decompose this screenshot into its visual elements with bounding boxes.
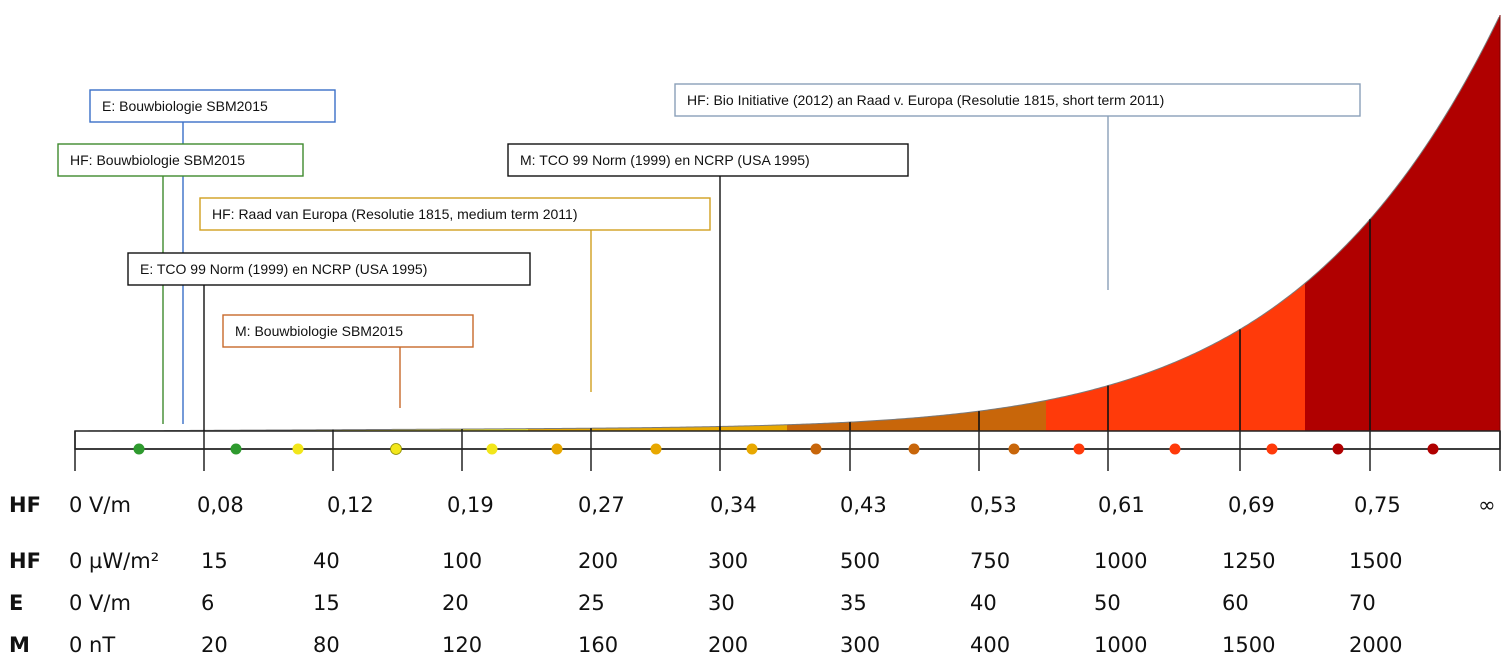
tick-label-r3-5: 30	[708, 591, 735, 615]
scale-dot-2	[230, 443, 242, 455]
annotation-text-1: E: Bouwbiologie SBM2015	[102, 98, 268, 114]
annotation-text-3: HF: Raad van Europa (Resolutie 1815, med…	[212, 206, 577, 222]
tick-label-r4-10: 2000	[1349, 633, 1402, 657]
tick-label-r1-5: 0,34	[710, 493, 757, 517]
scale-dot-4	[390, 443, 402, 455]
tick-label-r2-5: 300	[708, 549, 748, 573]
row-label-1: HF	[9, 493, 41, 517]
annotation-box-7	[674, 83, 1361, 117]
tick-label-r3-6: 35	[840, 591, 867, 615]
scale-dot-8	[746, 443, 758, 455]
tick-label-r4-6: 300	[840, 633, 880, 657]
tick-label-r1-10: 0,75	[1354, 493, 1401, 517]
scale-dot-6	[551, 443, 563, 455]
tick-label-r4-2: 80	[313, 633, 340, 657]
scale-dot-9	[810, 443, 822, 455]
row-unit-1: 0 V/m	[69, 493, 131, 517]
tick-label-r1-2: 0,12	[327, 493, 374, 517]
scale-dot-5	[486, 443, 498, 455]
threshold-curve	[74, 16, 1500, 432]
tick-label-r3-7: 40	[970, 591, 997, 615]
tick-label-r3-4: 25	[578, 591, 605, 615]
row-unit-4: 0 nT	[69, 633, 115, 657]
color-band-6	[1305, 15, 1500, 431]
tick-label-r4-7: 400	[970, 633, 1010, 657]
tick-label-r4-5: 200	[708, 633, 748, 657]
scale-dot-1	[133, 443, 145, 455]
row-label-3: E	[9, 591, 23, 615]
tick-label-r3-8: 50	[1094, 591, 1121, 615]
row-label-2: HF	[9, 549, 41, 573]
annotation-text-7: HF: Bio Initiative (2012) an Raad v. Eur…	[687, 92, 1164, 108]
tick-label-r2-8: 1000	[1094, 549, 1147, 573]
tick-label-r2-4: 200	[578, 549, 618, 573]
annotation-box-6	[507, 143, 909, 177]
tick-label-r2-9: 1250	[1222, 549, 1275, 573]
annotation-text-2: HF: Bouwbiologie SBM2015	[70, 152, 245, 168]
annotation-box-5	[222, 314, 474, 348]
scale-dot-13	[1169, 443, 1181, 455]
annotation-box-1	[89, 89, 336, 123]
tick-label-r1-11: ∞	[1478, 493, 1496, 517]
tick-label-r2-7: 750	[970, 549, 1010, 573]
annotation-text-6: M: TCO 99 Norm (1999) en NCRP (USA 1995)	[520, 152, 810, 168]
tick-label-r1-6: 0,43	[840, 493, 887, 517]
tick-label-r2-2: 40	[313, 549, 340, 573]
scale-dot-15	[1332, 443, 1344, 455]
scale-dot-11	[1008, 443, 1020, 455]
tick-label-r3-10: 70	[1349, 591, 1376, 615]
scale-dot-7	[650, 443, 662, 455]
row-unit-2: 0 µW/m²	[69, 549, 159, 573]
annotation-box-4	[127, 252, 531, 286]
scale-dot-14	[1266, 443, 1278, 455]
tick-label-r1-7: 0,53	[970, 493, 1017, 517]
scale-bar	[74, 430, 1501, 450]
tick-label-r3-3: 20	[442, 591, 469, 615]
tick-label-r1-4: 0,27	[578, 493, 625, 517]
scale-dot-10	[908, 443, 920, 455]
row-unit-3: 0 V/m	[69, 591, 131, 615]
scale-dot-3	[292, 443, 304, 455]
color-band-4	[787, 400, 1046, 431]
annotation-box-3	[199, 197, 711, 231]
tick-label-r1-8: 0,61	[1098, 493, 1145, 517]
tick-label-r2-6: 500	[840, 549, 880, 573]
tick-label-r3-2: 15	[313, 591, 340, 615]
tick-label-r2-1: 15	[201, 549, 228, 573]
scale-dot-12	[1073, 443, 1085, 455]
color-band-5	[1046, 283, 1305, 431]
row-label-4: M	[9, 633, 30, 657]
tick-label-r4-3: 120	[442, 633, 482, 657]
tick-label-r2-3: 100	[442, 549, 482, 573]
tick-label-r4-4: 160	[578, 633, 618, 657]
annotation-text-5: M: Bouwbiologie SBM2015	[235, 323, 403, 339]
annotation-box-2	[57, 143, 304, 177]
tick-label-r4-8: 1000	[1094, 633, 1147, 657]
tick-label-r3-9: 60	[1222, 591, 1249, 615]
tick-label-r3-1: 6	[201, 591, 214, 615]
tick-label-r4-9: 1500	[1222, 633, 1275, 657]
tick-label-r4-1: 20	[201, 633, 228, 657]
tick-label-r1-3: 0,19	[447, 493, 494, 517]
scale-dot-16	[1427, 443, 1439, 455]
tick-label-r1-1: 0,08	[197, 493, 244, 517]
annotation-text-4: E: TCO 99 Norm (1999) en NCRP (USA 1995)	[140, 261, 427, 277]
tick-label-r1-9: 0,69	[1228, 493, 1275, 517]
tick-label-r2-10: 1500	[1349, 549, 1402, 573]
